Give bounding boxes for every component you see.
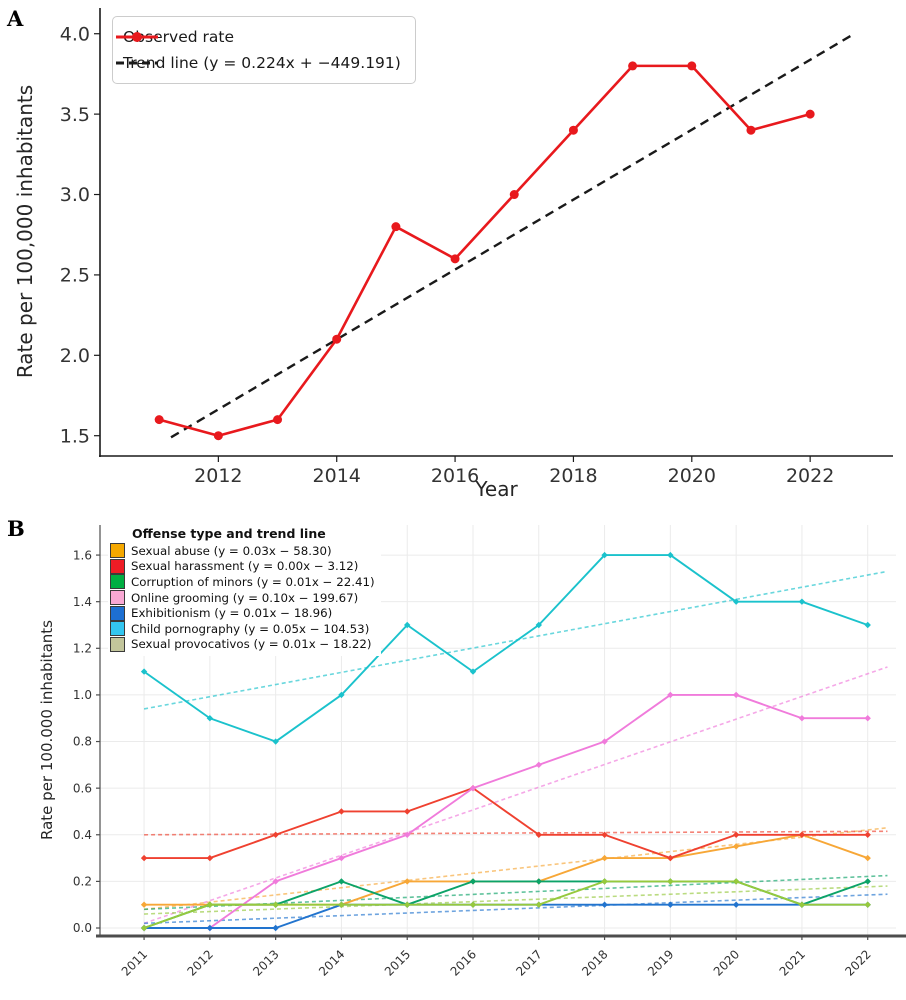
series-exhibitionism	[140, 901, 871, 932]
legend-swatch-icon	[110, 621, 125, 637]
y-tick-label: 1.5	[60, 425, 90, 447]
legend-swatch-icon	[110, 605, 125, 621]
y-tick-label: 3.0	[60, 184, 90, 206]
legend-swatch-icon	[110, 590, 125, 606]
x-tick-label: 2016	[448, 947, 479, 978]
y-tick-label: 0.0	[73, 921, 92, 935]
y-tick-label: 0.2	[73, 875, 92, 889]
x-tick-label: 2021	[777, 947, 808, 978]
x-tick-label: 2020	[668, 465, 716, 487]
x-tick-label: 2012	[194, 465, 242, 487]
panel-a-legend: Observed rate Trend line (y = 0.224x + −4…	[112, 16, 416, 84]
x-tick-label: 2015	[382, 947, 413, 978]
y-axis-title: Rate per 100.000 inhabitants	[38, 620, 56, 840]
legend-label: Observed rate	[123, 28, 234, 46]
legend-entry: Observed rate	[116, 24, 401, 50]
legend-label: Sexual abuse (y = 0.03x − 58.30)	[131, 543, 332, 558]
trend-exhibitionism	[144, 893, 888, 925]
panel-b-chart: 2011 2012 2013 2014 2015 2016 2017 2018 2019 2020…	[38, 525, 906, 979]
y-tick-label: 0.6	[73, 781, 92, 795]
series-observed-rate	[154, 61, 815, 441]
line-dot-sample-icon	[116, 32, 158, 42]
x-tick-label: 2014	[316, 947, 347, 978]
x-axis-title: Year	[474, 477, 518, 501]
y-tick-label: 2.0	[60, 345, 90, 367]
x-tick-label: 2013	[250, 947, 281, 978]
x-tick-label: 2012	[184, 947, 215, 978]
y-axis: 1.5 2.0 2.5 3.0 3.5 4.0	[60, 23, 100, 447]
trend-sexual-provocativos	[144, 885, 888, 915]
legend-label: Exhibitionism (y = 0.01x − 18.96)	[131, 606, 333, 621]
y-tick-label: 1.6	[73, 548, 92, 562]
x-tick-label: 2017	[513, 947, 544, 978]
trend-trend-line	[170, 34, 853, 439]
legend-entry: Exhibitionism (y = 0.01x − 18.96)	[110, 605, 375, 621]
series-sexual-harassment	[140, 784, 871, 862]
x-tick-label: 2022	[842, 947, 873, 978]
y-tick-label: 0.4	[73, 828, 92, 842]
series-sexual-provocativos	[140, 878, 871, 932]
y-tick-label: 3.5	[60, 104, 90, 126]
x-tick-label: 2011	[119, 947, 150, 978]
legend-label: Corruption of minors (y = 0.01x − 22.41)	[131, 574, 375, 589]
x-tick-label: 2019	[645, 947, 676, 978]
y-tick-label: 1.0	[73, 688, 92, 702]
legend-entry: Child pornography (y = 0.05x − 104.53)	[110, 621, 375, 637]
legend-entry: Corruption of minors (y = 0.01x − 22.41)	[110, 574, 375, 590]
legend-swatch-icon	[110, 636, 125, 652]
legend-entry: Sexual provocativos (y = 0.01x − 18.22)	[110, 636, 375, 653]
panel-b-legend-title: Offense type and trend line	[132, 526, 326, 541]
legend-entry: Trend line (y = 0.224x + −449.191)	[116, 50, 401, 76]
legend-label: Sexual provocativos (y = 0.01x − 18.22)	[131, 637, 372, 652]
y-axis-title: Rate per 100,000 inhabitants	[13, 85, 37, 378]
panel-b-legend: Offense type and trend line Sexual abuse…	[108, 524, 381, 657]
legend-entry: Sexual abuse (y = 0.03x − 58.30)	[110, 543, 375, 559]
y-axis: 0.0 0.2 0.4 0.6 0.8 1.0 1.2 1.4 1.6	[73, 548, 100, 935]
axes-spines	[99, 8, 893, 457]
legend-entry: Sexual harassment (y = 0.00x − 3.12)	[110, 558, 375, 575]
y-tick-label: 2.5	[60, 265, 90, 287]
legend-swatch-icon	[110, 558, 125, 574]
trend-sexual-harassment	[144, 830, 888, 836]
y-tick-label: 1.2	[73, 642, 92, 656]
x-tick-label: 2018	[579, 947, 610, 978]
legend-label: Trend line (y = 0.224x + −449.191)	[123, 54, 401, 72]
x-tick-label: 2018	[549, 465, 597, 487]
legend-label: Sexual harassment (y = 0.00x − 3.12)	[131, 559, 359, 574]
legend-label: Online grooming (y = 0.10x − 199.67)	[131, 590, 359, 605]
x-tick-label: 2022	[786, 465, 834, 487]
x-tick-label: 2020	[711, 947, 742, 978]
x-tick-label: 2016	[431, 465, 479, 487]
x-axis: 2012 2014 2016 2018 2020 2022	[194, 456, 834, 487]
legend-label: Child pornography (y = 0.05x − 104.53)	[131, 621, 370, 636]
panel-a-letter: A	[7, 6, 24, 31]
y-tick-label: 1.4	[73, 595, 92, 609]
x-tick-label: 2014	[313, 465, 361, 487]
legend-entry: Online grooming (y = 0.10x − 199.67)	[110, 590, 375, 606]
legend-swatch-icon	[110, 574, 125, 590]
trend-online-grooming	[143, 666, 888, 925]
panel-a-chart: 2012 2014 2016 2018 2020 2022 1.5 2.0 2.5 3.0 3.5 4…	[13, 8, 893, 501]
y-tick-label: 0.8	[73, 735, 92, 749]
x-axis: 2011 2012 2013 2014 2015 2016 2017 2018 2019 2020…	[119, 936, 874, 979]
dashed-line-sample-icon	[116, 61, 158, 65]
trend-corruption-of-minors	[144, 874, 888, 911]
legend-swatch-icon	[110, 543, 125, 559]
axes-spines	[96, 525, 906, 938]
panel-b-letter: B	[7, 516, 25, 541]
y-tick-label: 4.0	[60, 23, 90, 45]
